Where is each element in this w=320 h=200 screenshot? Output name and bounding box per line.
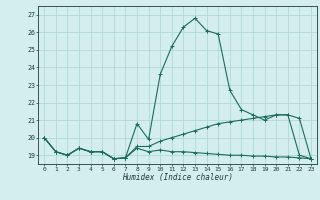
X-axis label: Humidex (Indice chaleur): Humidex (Indice chaleur)	[122, 173, 233, 182]
